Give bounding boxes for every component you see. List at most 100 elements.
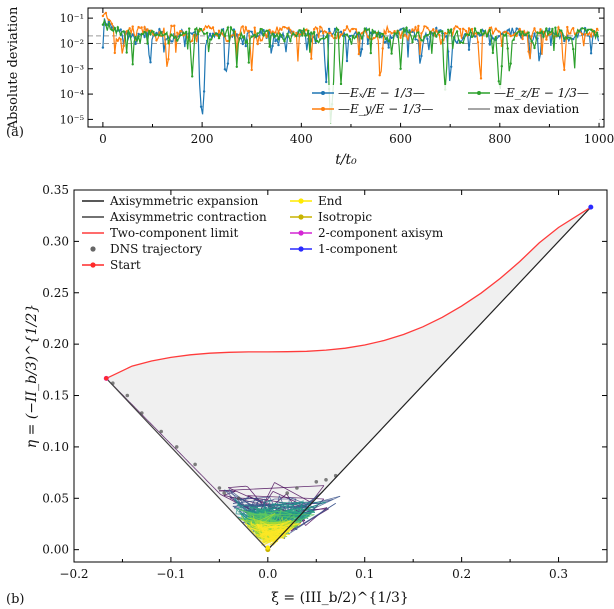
data-point-y xyxy=(372,36,375,40)
dns-trajectory-segment xyxy=(197,470,200,474)
data-point-x xyxy=(170,40,173,43)
data-point-y xyxy=(259,39,262,42)
dns-trajectory-point xyxy=(140,411,144,415)
data-point-z xyxy=(494,36,497,39)
data-point-z xyxy=(104,23,108,27)
data-point-y xyxy=(411,28,414,31)
x-tick-label: 800 xyxy=(488,132,511,146)
data-point-z xyxy=(521,30,524,33)
data-point-y xyxy=(521,37,524,41)
data-point-z xyxy=(229,26,233,29)
data-point-y xyxy=(119,38,122,41)
y-tick-label: 10⁻² xyxy=(60,37,84,50)
dns-trajectory-segment xyxy=(267,529,288,533)
y-tick-label: 0.05 xyxy=(42,491,69,505)
plot-frame-a xyxy=(87,7,605,128)
data-point-x xyxy=(450,65,453,69)
dns-trajectory-segment xyxy=(216,489,219,493)
data-point-z xyxy=(551,27,554,31)
x-tick-label: 600 xyxy=(389,132,412,146)
one-component-point xyxy=(588,204,594,210)
data-point-z xyxy=(408,31,411,34)
data-point-x xyxy=(548,27,551,31)
data-point-y xyxy=(342,29,346,32)
data-point-y xyxy=(497,30,500,33)
data-point-z xyxy=(333,33,337,36)
data-point-y xyxy=(155,39,158,42)
dns-trajectory-segment xyxy=(299,511,304,521)
data-point-z xyxy=(134,36,137,39)
x-tick-label: 0.2 xyxy=(452,567,471,581)
data-point-z xyxy=(217,36,221,40)
data-point-y xyxy=(444,31,447,35)
data-point-x xyxy=(500,32,503,36)
data-point-z xyxy=(578,30,581,33)
axisymmetric-contraction-line xyxy=(105,377,269,551)
data-point-z xyxy=(170,33,173,36)
data-point-z xyxy=(345,33,349,36)
data-point-y xyxy=(110,22,114,25)
dns-trajectory-segment xyxy=(249,528,262,542)
data-point-z xyxy=(563,37,566,41)
data-point-x xyxy=(408,29,411,32)
data-point-z xyxy=(441,30,444,33)
dns-trajectory-segment xyxy=(276,517,283,528)
data-point-z xyxy=(581,27,584,30)
y-tick-label: 10⁻⁵ xyxy=(60,113,84,126)
data-point-y xyxy=(453,27,456,30)
plot-area-b xyxy=(103,204,594,553)
data-point-x xyxy=(241,42,244,46)
data-point-z xyxy=(131,63,134,66)
realizable-region xyxy=(106,207,591,550)
data-point-y xyxy=(503,31,506,34)
data-point-x xyxy=(414,38,417,41)
data-point-z xyxy=(435,35,438,38)
data-point-z xyxy=(351,34,355,38)
legend-marker-x xyxy=(321,91,325,95)
dns-trajectory-segment xyxy=(280,510,292,515)
data-point-y xyxy=(322,32,325,35)
data-point-x xyxy=(131,33,134,36)
data-point-y xyxy=(244,26,247,29)
data-point-z xyxy=(515,32,518,35)
legend-marker xyxy=(90,246,96,252)
data-point-x xyxy=(158,28,161,31)
data-point-z xyxy=(322,37,325,40)
data-point-y xyxy=(313,27,316,31)
dns-trajectory-segment xyxy=(209,483,213,487)
data-point-y xyxy=(319,25,322,28)
dns-trajectory-point xyxy=(174,445,179,449)
data-point-y xyxy=(286,27,289,30)
data-point-z xyxy=(482,32,486,35)
dns-trajectory-segment xyxy=(170,443,173,447)
data-point-y xyxy=(226,39,230,43)
data-point-y xyxy=(387,30,390,33)
data-point-z xyxy=(393,32,396,35)
data-point-y xyxy=(277,31,280,35)
data-point-y xyxy=(265,35,268,39)
data-point-y xyxy=(583,33,587,36)
dns-trajectory-segment xyxy=(205,479,209,483)
data-point-z xyxy=(247,61,250,64)
data-point-y xyxy=(283,26,286,29)
data-point-z xyxy=(268,45,271,48)
x-tick-label: 200 xyxy=(191,132,214,146)
dns-trajectory-segment xyxy=(261,532,269,546)
legend-label: End xyxy=(318,194,342,208)
data-point-y xyxy=(205,26,209,29)
axisymmetric-expansion-line xyxy=(267,206,592,551)
data-point-y xyxy=(470,27,474,31)
legend-marker xyxy=(298,230,304,236)
dns-trajectory-segment xyxy=(174,447,178,451)
data-point-z xyxy=(152,30,155,34)
data-point-y xyxy=(241,25,244,28)
legend-b: Axisymmetric expansion Axisymmetric contr… xyxy=(82,194,444,272)
data-point-z xyxy=(414,35,417,38)
data-point-z xyxy=(119,33,122,36)
data-point-z xyxy=(164,33,167,36)
dns-trajectory-segment xyxy=(263,526,295,546)
data-point-y xyxy=(572,27,575,30)
data-point-y xyxy=(569,32,572,35)
x-axis-label-a: t/t₀ xyxy=(335,152,357,168)
data-point-z xyxy=(372,31,375,34)
